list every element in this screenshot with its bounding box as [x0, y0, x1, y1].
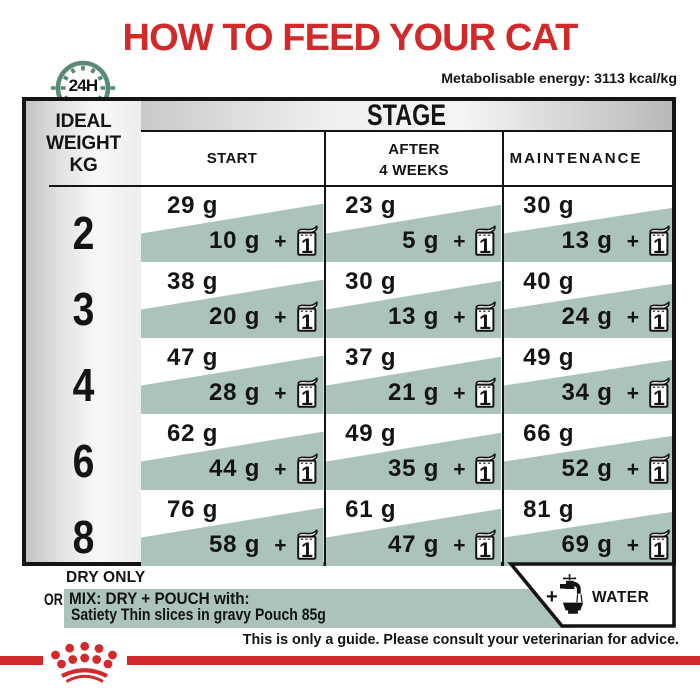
svg-text:1: 1	[480, 234, 492, 256]
svg-text:1: 1	[653, 310, 665, 332]
svg-text:1: 1	[653, 234, 665, 256]
svg-text:1: 1	[653, 462, 665, 484]
svg-text:1: 1	[301, 462, 313, 484]
svg-text:1: 1	[480, 310, 492, 332]
svg-text:1: 1	[480, 538, 492, 560]
svg-text:1: 1	[480, 462, 492, 484]
svg-text:1: 1	[301, 234, 313, 256]
svg-text:1: 1	[301, 386, 313, 408]
svg-text:1: 1	[653, 538, 665, 560]
svg-text:1: 1	[653, 386, 665, 408]
svg-text:1: 1	[480, 386, 492, 408]
svg-text:1: 1	[301, 538, 313, 560]
svg-text:1: 1	[301, 310, 313, 332]
